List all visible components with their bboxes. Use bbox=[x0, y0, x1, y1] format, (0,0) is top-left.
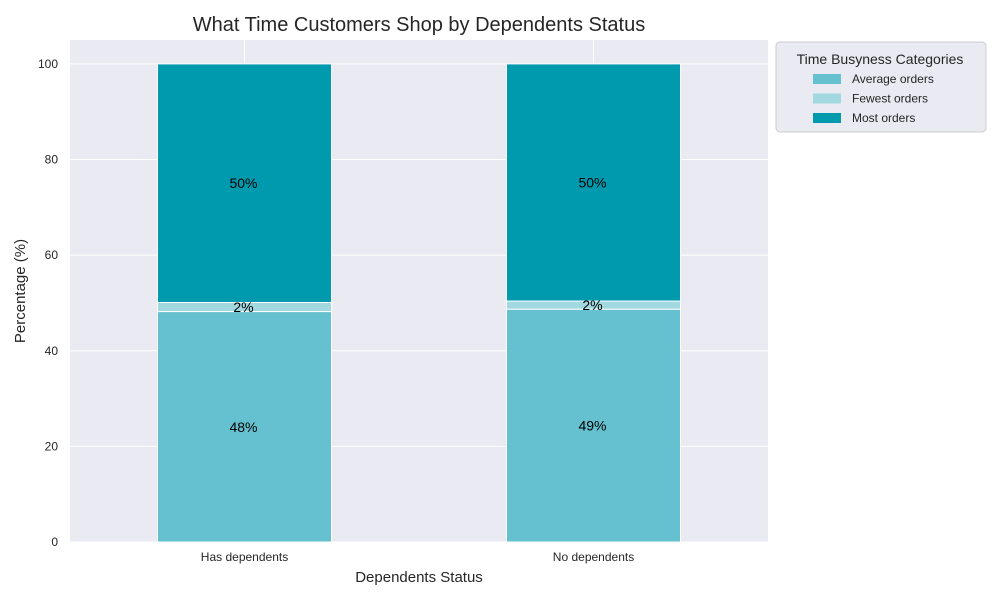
legend-title: Time Busyness Categories bbox=[797, 51, 964, 67]
bar-value-label: 2% bbox=[582, 297, 602, 313]
y-tick-label: 20 bbox=[45, 439, 59, 453]
bar-segment bbox=[506, 63, 681, 302]
legend: Time Busyness Categories Average orders F… bbox=[775, 41, 987, 133]
y-tick-label: 80 bbox=[45, 153, 59, 167]
legend-swatch bbox=[813, 93, 841, 104]
bars bbox=[157, 63, 681, 543]
y-tick-label: 0 bbox=[51, 535, 58, 549]
legend-items: Average orders Fewest orders Most orders bbox=[813, 72, 934, 125]
bar-value-label: 50% bbox=[229, 175, 257, 191]
bar-value-label: 48% bbox=[229, 419, 257, 435]
legend-label: Most orders bbox=[852, 111, 915, 125]
x-tick-label: No dependents bbox=[553, 550, 634, 564]
bar-value-label: 50% bbox=[578, 174, 606, 190]
bar-value-labels: 48% 2% 50% 49% 2% 50% bbox=[229, 174, 606, 434]
y-axis-label: Percentage (%) bbox=[12, 239, 29, 343]
y-tick-label: 40 bbox=[45, 344, 59, 358]
bar-segment bbox=[506, 308, 681, 543]
bar-segment bbox=[157, 63, 332, 303]
axis-ticks: 0 20 40 60 80 100 Has dependents No dependents bbox=[38, 57, 634, 564]
legend-label: Average orders bbox=[852, 72, 934, 86]
chart-title: What Time Customers Shop by Dependents S… bbox=[193, 14, 645, 36]
legend-swatch bbox=[813, 113, 841, 123]
bar-segment bbox=[157, 311, 332, 543]
bar-value-label: 2% bbox=[233, 299, 253, 315]
legend-box bbox=[775, 41, 987, 133]
legend-swatch bbox=[813, 74, 841, 84]
y-tick-label: 100 bbox=[38, 57, 58, 71]
y-tick-label: 60 bbox=[45, 248, 59, 262]
bar-value-label: 49% bbox=[578, 418, 606, 434]
x-tick-label: Has dependents bbox=[201, 550, 288, 564]
x-axis-label: Dependents Status bbox=[355, 569, 483, 586]
legend-label: Fewest orders bbox=[852, 92, 928, 106]
